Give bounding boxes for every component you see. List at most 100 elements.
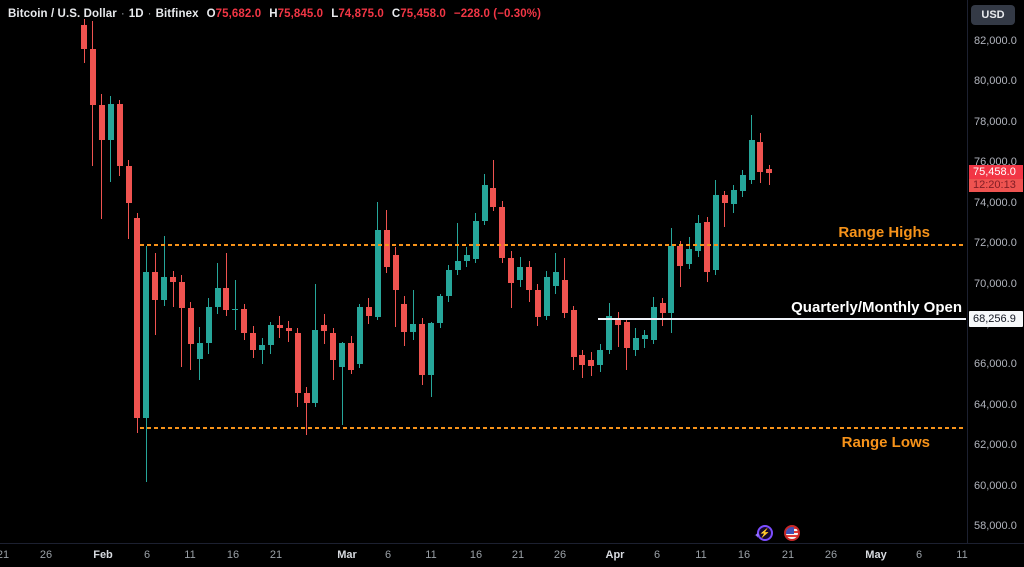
low-label: L (331, 8, 339, 20)
candle-body (187, 307, 194, 345)
candle-body (143, 272, 150, 418)
price-tick-label: 66,000.0 (974, 358, 1017, 371)
candle-body (721, 195, 728, 204)
candle-wick (288, 320, 290, 343)
time-axis[interactable]: 21 26 Feb 6 11 16 21 Mar 6 11 16 21 26 Apr 6 11 16 21 26 Ma… (0, 543, 1024, 567)
time-tick-label: 6 (653, 549, 661, 561)
candle-body (125, 166, 132, 203)
range-highs-label[interactable]: Range Highs (838, 224, 930, 242)
open-price-tag: 68,256.9 (969, 310, 1023, 327)
time-tick-label: Feb (93, 549, 113, 561)
price-tick-label: 74,000.0 (974, 196, 1017, 209)
candle-body (588, 360, 595, 367)
candle-body (463, 255, 470, 262)
candle-body (508, 258, 515, 284)
price-tick-label: 80,000.0 (974, 75, 1017, 88)
time-tick-label: 16 (469, 549, 483, 561)
candle-body (161, 277, 168, 300)
candle-body (205, 306, 212, 343)
candle-body (570, 310, 577, 358)
candle-wick (768, 165, 770, 185)
time-tick-label: 6 (384, 549, 392, 561)
range-lows-line[interactable] (140, 427, 966, 429)
candle-body (241, 308, 248, 334)
time-tick-label: 6 (915, 549, 923, 561)
time-tick-label: May (865, 549, 887, 561)
price-tick-label: 78,000.0 (974, 115, 1017, 128)
time-tick-label: 21 (781, 549, 795, 561)
candle-body (312, 330, 319, 403)
quarterly-monthly-open-line[interactable] (598, 317, 966, 320)
candle-body (543, 277, 550, 316)
candle-body (712, 195, 719, 271)
candle-wick (225, 253, 227, 316)
candle-wick (172, 271, 174, 307)
candle-body (615, 318, 621, 325)
time-tick-label: Mar (337, 549, 357, 561)
open-label: O (206, 8, 216, 20)
currency-toggle-button[interactable]: USD (971, 5, 1015, 25)
candle-wick (181, 275, 183, 368)
candle-body (739, 175, 746, 191)
time-tick-label: 6 (143, 549, 151, 561)
time-tick-label: 26 (39, 549, 53, 561)
candle-body (267, 324, 274, 345)
candle-body (757, 142, 764, 172)
range-highs-line[interactable] (140, 244, 966, 247)
candle-body (81, 24, 87, 50)
candle-wick (341, 342, 343, 425)
high-label: H (269, 8, 278, 20)
time-tick-label: 11 (695, 549, 707, 561)
close-label: C (391, 8, 401, 20)
separator: · (120, 8, 125, 20)
candle-body (294, 333, 301, 393)
candle-body (134, 217, 141, 418)
symbol-title[interactable]: Bitcoin / U.S. Dollar (8, 8, 117, 20)
candle-body (232, 308, 239, 310)
candle-body (214, 287, 221, 307)
price-tick-label: 60,000.0 (974, 479, 1017, 492)
price-axis[interactable]: USD 75,458.0 12:20:13 68,256.9 82,000.0 8… (967, 0, 1024, 544)
time-tick-label: 11 (184, 549, 196, 561)
chart-legend[interactable]: Bitcoin / U.S. Dollar · 1D · Bitfinex O75,682… (8, 8, 541, 20)
separator: · (147, 8, 152, 20)
candle-body (526, 267, 532, 290)
candle-body (597, 350, 604, 365)
candle-body (339, 342, 346, 367)
candle-body (285, 328, 292, 331)
price-tick-label: 82,000.0 (974, 35, 1017, 47)
candle-body (677, 246, 684, 267)
time-tick-label: 11 (425, 549, 437, 561)
candle-body (321, 324, 328, 331)
candle-body (552, 272, 559, 286)
candle-wick (261, 338, 263, 365)
candle-body (606, 315, 613, 350)
candle-body (704, 221, 710, 273)
candle-wick (234, 279, 236, 330)
event-flash-icon[interactable]: ✦ ⚡ (754, 525, 773, 541)
range-lows-label[interactable]: Range Lows (841, 433, 930, 451)
candle-body (410, 323, 417, 332)
candle-wick (724, 190, 726, 227)
candle-wick (163, 236, 165, 306)
low-value: 74,875.0 (338, 8, 384, 20)
exchange-label[interactable]: Bitfinex (155, 8, 199, 20)
close-value: 75,458.0 (400, 8, 446, 20)
quarterly-monthly-open-label[interactable]: Quarterly/Monthly Open (791, 298, 962, 316)
time-tick-label: 26 (553, 549, 567, 561)
candle-body (445, 270, 452, 296)
candle-body (579, 355, 586, 365)
open-value: 75,682.0 (215, 8, 262, 20)
event-us-flag-icon[interactable] (784, 525, 800, 541)
candle-body (437, 295, 443, 323)
candle-body (365, 306, 372, 316)
candle-body (454, 261, 461, 271)
price-tick-label: 62,000.0 (974, 439, 1017, 452)
candle-body (428, 322, 435, 375)
price-tick-label: 64,000.0 (974, 398, 1017, 411)
interval-label[interactable]: 1D (128, 8, 144, 20)
candle-body (348, 342, 354, 370)
